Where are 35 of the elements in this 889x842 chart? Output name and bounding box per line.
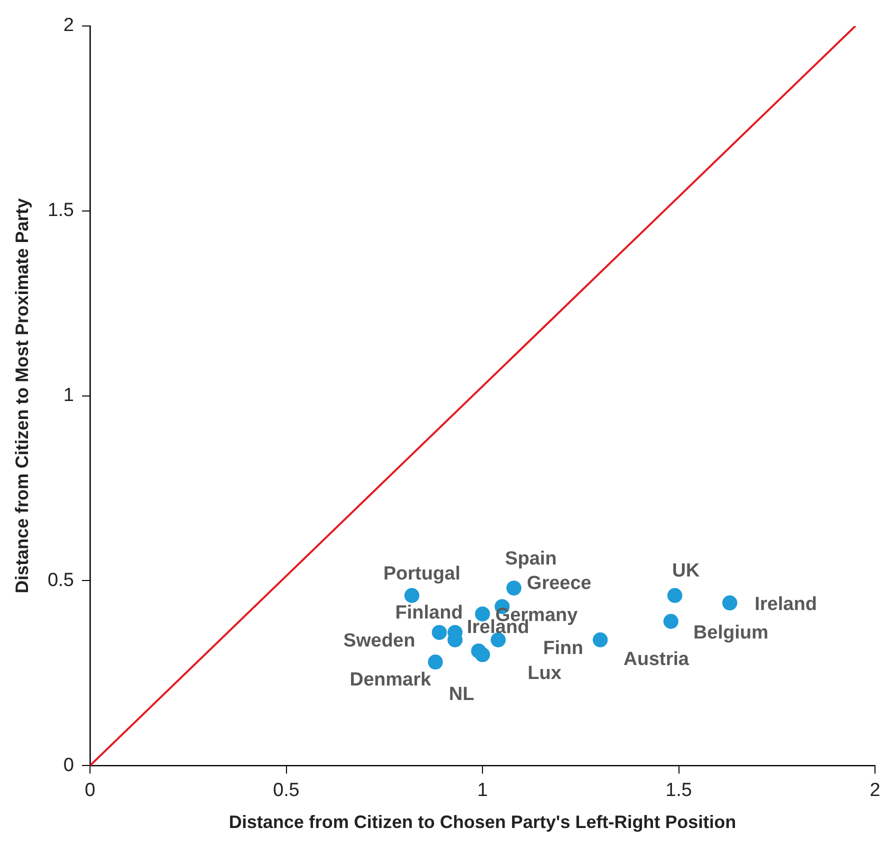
point — [404, 588, 420, 603]
y-tick-label: 0.5 — [48, 570, 74, 591]
annotation: Sweden — [343, 630, 416, 652]
point — [506, 580, 522, 596]
annotation: Portugal — [383, 564, 460, 585]
annotation: Denmark — [350, 669, 432, 690]
x-tick-label: 1 — [477, 780, 488, 802]
x-tick-label: 0.5 — [273, 780, 300, 802]
point — [722, 595, 738, 610]
y-tick-label: 1.5 — [48, 200, 74, 222]
annotation: Greece — [526, 572, 592, 594]
point — [663, 614, 678, 629]
annotation: UK — [672, 560, 700, 582]
annotation: Lux — [528, 662, 562, 684]
point — [428, 654, 443, 670]
annotation: Spain — [505, 548, 557, 570]
point — [475, 647, 490, 662]
point — [667, 588, 682, 603]
y-tick-label: 1 — [63, 385, 74, 406]
annotation: Austria — [624, 649, 690, 670]
point — [490, 632, 506, 648]
x-tick-label: 1.5 — [666, 780, 692, 802]
x-tick-label: 0 — [84, 780, 96, 802]
y-tick-label: 0 — [63, 754, 74, 776]
annotation: Belgium — [693, 622, 768, 644]
y-tick-label: 2 — [63, 15, 74, 36]
y-axis-title: Distance from Citizen to Most Proximate Party — [12, 198, 32, 594]
point — [432, 624, 447, 640]
point — [592, 632, 608, 648]
annotation: Finland — [395, 602, 463, 624]
x-axis-title: Distance from Citizen to Chosen Party's Left-Right Position — [228, 812, 736, 832]
annotation: Ireland — [754, 594, 817, 616]
annotation: NL — [448, 684, 475, 706]
x-tick-label: 2 — [870, 780, 880, 802]
annotation: Finn — [543, 638, 584, 660]
